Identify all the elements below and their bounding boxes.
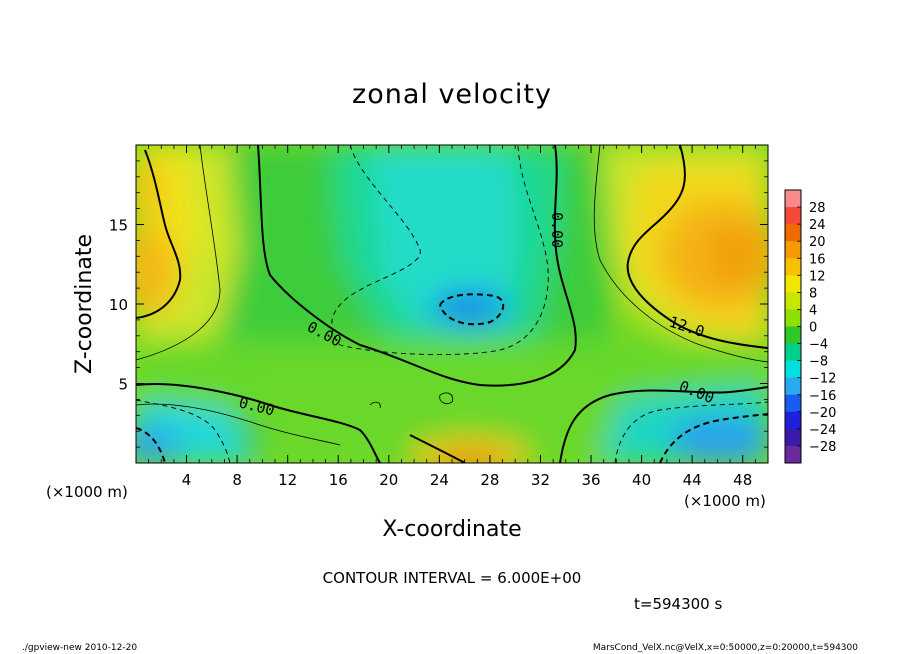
colorbar-label: −4 [809, 338, 828, 353]
x-tick-label: 44 [683, 471, 702, 489]
colorbar-swatch [785, 309, 801, 327]
colorbar-swatch [785, 428, 801, 447]
time-text: t=594300 s [634, 595, 722, 613]
x-tick-label: 24 [430, 471, 449, 489]
colorbar-swatch [785, 292, 801, 310]
colorbar-swatch [785, 207, 801, 225]
contour-interval-text: CONTOUR INTERVAL = 6.000E+00 [323, 569, 582, 587]
colorbar-swatch [785, 445, 801, 464]
y-tick-label: 10 [109, 296, 128, 314]
colorbar-label: −8 [809, 355, 828, 370]
x-axis-title: X-coordinate [382, 517, 521, 542]
colorbar-swatch [785, 394, 801, 413]
x-unit-label-left: (×1000 m) [46, 483, 128, 501]
colorbar-label: −24 [809, 423, 836, 438]
colorbar-label: −16 [809, 389, 836, 404]
x-tick-label: 40 [632, 471, 651, 489]
x-axis: 4 8 12 16 20 24 28 32 36 40 44 48 [148, 145, 756, 489]
contour-lines [136, 145, 768, 463]
colorbar-swatch [785, 190, 801, 208]
colorbar-swatch [785, 377, 801, 396]
colorbar-swatch [785, 343, 801, 362]
x-tick-label: 36 [581, 471, 600, 489]
colorbar-swatch [785, 275, 801, 293]
colorbar-label: 28 [809, 201, 826, 216]
x-tick-label: 16 [329, 471, 348, 489]
colorbar-swatch [785, 241, 801, 259]
colorbar-label: 16 [809, 252, 826, 267]
colorbar-label: 20 [809, 235, 826, 250]
x-tick-label: 28 [480, 471, 499, 489]
y-axis: 5 10 15 [109, 160, 768, 448]
colorbar-label: −12 [809, 372, 836, 387]
colorbar-label: 8 [809, 286, 817, 301]
colorbar: 28 24 20 16 12 8 4 0 −4 −8 −12 −16 −20 −24 −28 [784, 189, 836, 464]
colorbar-swatch [785, 326, 801, 345]
colorbar-swatch [785, 224, 801, 242]
x-tick-label: 4 [182, 471, 192, 489]
colorbar-label: 0 [809, 321, 817, 336]
x-tick-label: 20 [379, 471, 398, 489]
colorbar-swatch [785, 411, 801, 430]
colorbar-label: 4 [809, 303, 817, 318]
footer-left: ./gpview-new 2010-12-20 [22, 643, 137, 653]
footer-right: MarsCond_VelX.nc@VelX,x=0:50000,z=0:2000… [593, 643, 858, 653]
colorbar-label: −20 [809, 406, 836, 421]
chart-title: zonal velocity [352, 79, 552, 110]
y-tick-label: 15 [109, 217, 128, 235]
contour-label: 0.00 [548, 212, 566, 248]
colorbar-label: −28 [809, 440, 836, 455]
x-unit-label-right: (×1000 m) [684, 492, 766, 510]
colorbar-swatch [785, 360, 801, 379]
colorbar-swatch [785, 258, 801, 276]
x-tick-label: 48 [733, 471, 752, 489]
x-tick-label: 32 [531, 471, 550, 489]
y-tick-label: 5 [118, 376, 128, 394]
colorbar-label: 24 [809, 218, 826, 233]
heatmap-field: 0.00 0.00 0.00 0.00 12.0 [136, 145, 768, 463]
x-tick-label: 12 [278, 471, 297, 489]
y-axis-title: Z-coordinate [72, 234, 97, 374]
x-tick-label: 8 [232, 471, 242, 489]
colorbar-label: 12 [809, 269, 826, 284]
